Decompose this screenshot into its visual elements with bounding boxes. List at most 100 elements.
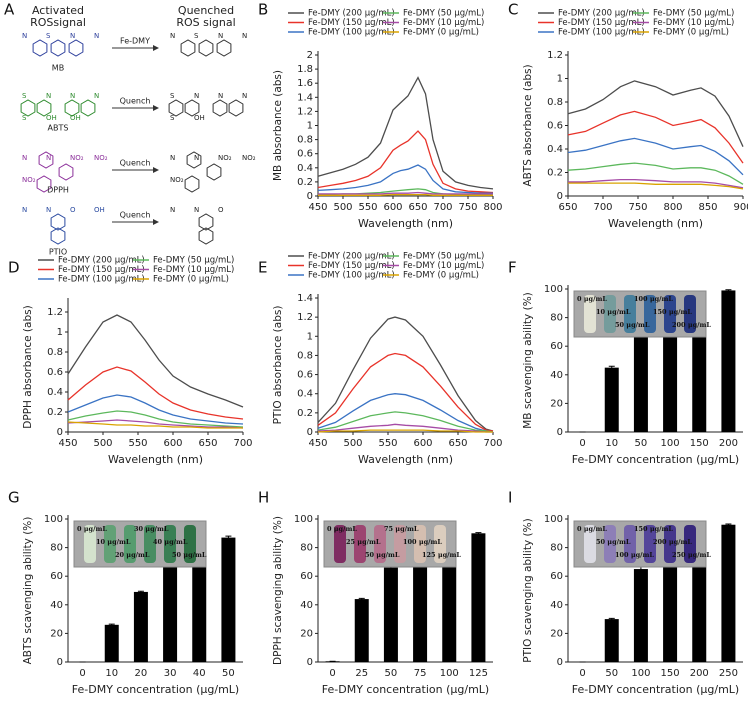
- x-axis-label: Fe-DMY concentration (μg/mL): [322, 683, 489, 696]
- atom-label: N: [170, 154, 175, 162]
- tube: [584, 525, 596, 563]
- x-tick-label: 700: [433, 202, 452, 213]
- atom-label: NO₂: [218, 154, 232, 162]
- series-line: [317, 316, 494, 432]
- panel-letter: C: [508, 1, 518, 19]
- error-bar: [608, 617, 615, 620]
- atom-label: NO₂: [94, 154, 108, 162]
- x-tick-label: 550: [358, 202, 377, 213]
- bar: [471, 533, 486, 662]
- inset-label: 0 μg/mL: [77, 525, 107, 533]
- x-tick-label: 30: [164, 668, 177, 679]
- atom-label: N: [170, 32, 175, 40]
- x-tick-label: 700: [593, 202, 612, 213]
- x-tick-label: 450: [308, 438, 327, 449]
- legend-label: Fe-DMY (100 μg/mL): [308, 28, 395, 38]
- x-tick-label: 25: [355, 668, 368, 679]
- x-tick-label: 850: [698, 202, 717, 213]
- y-tick-label: 1: [307, 121, 313, 132]
- ring: [216, 39, 232, 57]
- legend-label: Fe-DMY (200 μg/mL): [558, 9, 645, 19]
- legend-label: Fe-DMY (50 μg/mL): [403, 9, 484, 19]
- header: ROS signal: [176, 16, 235, 29]
- y-tick-label: 0.8: [47, 347, 63, 358]
- series-line: [568, 178, 744, 189]
- series-line: [317, 411, 494, 433]
- ring: [50, 227, 66, 245]
- series-line: [567, 110, 744, 164]
- x-tick-label: 75: [414, 668, 427, 679]
- panel-letter: A: [4, 1, 15, 19]
- series-line: [317, 393, 494, 433]
- inset-label: 50 μg/mL: [365, 551, 400, 559]
- inset-label: 100 μg/mL: [634, 295, 673, 303]
- tube: [684, 295, 696, 333]
- bar: [133, 591, 148, 662]
- y-tick-label: 100: [294, 514, 313, 525]
- x-axis-label: Wavelength (nm): [358, 217, 453, 230]
- x-tick-label: 50: [222, 668, 235, 679]
- legend-label: Fe-DMY (0 μg/mL): [153, 275, 229, 285]
- x-tick-label: 650: [198, 438, 217, 449]
- inset-label: 50 μg/mL: [615, 321, 650, 329]
- x-tick-label: 750: [458, 202, 477, 213]
- atom-label: NO₂: [70, 154, 84, 162]
- tube: [684, 525, 696, 563]
- y-tick-label: 60: [550, 571, 563, 582]
- ring: [206, 163, 222, 181]
- atom-label: N: [194, 154, 199, 162]
- tube: [374, 525, 386, 563]
- inset-label: 0 μg/mL: [577, 525, 607, 533]
- series-line: [67, 419, 244, 429]
- tube: [354, 525, 366, 563]
- ring: [36, 99, 52, 117]
- legend-label: Fe-DMY (100 μg/mL): [558, 28, 645, 38]
- series-line: [67, 366, 244, 420]
- series-line: [317, 76, 494, 190]
- tube: [394, 525, 406, 563]
- atom-label: S: [170, 92, 175, 100]
- tube: [644, 295, 656, 333]
- bar: [604, 367, 619, 432]
- y-tick-label: 1.4: [297, 92, 313, 103]
- y-axis-label: MB absorbance (abs): [272, 70, 284, 181]
- y-tick-label: 1: [57, 327, 63, 338]
- atom-label: S: [46, 32, 51, 40]
- y-tick-label: 0.8: [547, 97, 563, 108]
- atom-label: NO₂: [22, 176, 36, 184]
- y-tick-label: 60: [50, 571, 63, 582]
- y-tick-label: 0: [307, 657, 313, 668]
- ring: [198, 39, 214, 57]
- error-bar: [725, 523, 732, 526]
- atom-label: N: [22, 32, 27, 40]
- atom-label: N: [242, 92, 247, 100]
- y-tick-label: 0: [57, 657, 63, 668]
- ring: [168, 99, 184, 117]
- axes: [317, 294, 493, 433]
- y-axis-label: ABTS scavenging ability (%): [22, 517, 34, 665]
- axes: [567, 51, 743, 197]
- error-bar: [475, 532, 482, 535]
- inset-label: 150 μg/mL: [634, 525, 673, 533]
- legend-label: Fe-DMY (50 μg/mL): [153, 256, 234, 266]
- atom-label: N: [70, 92, 75, 100]
- bar: [354, 599, 369, 662]
- atom-label: S: [194, 32, 199, 40]
- x-tick-label: 40: [193, 668, 206, 679]
- ring: [212, 99, 228, 117]
- legend-label: Fe-DMY (0 μg/mL): [403, 271, 479, 281]
- x-tick-label: 550: [128, 438, 147, 449]
- x-tick-label: 600: [163, 438, 182, 449]
- bar: [192, 540, 207, 662]
- legend-label: Fe-DMY (50 μg/mL): [653, 9, 734, 19]
- legend-label: Fe-DMY (10 μg/mL): [403, 261, 484, 271]
- bar: [442, 537, 457, 662]
- atom-label: N: [218, 32, 223, 40]
- x-tick-label: 550: [378, 438, 397, 449]
- probe-name: PTIO: [49, 248, 67, 257]
- atom-label: N: [170, 206, 175, 214]
- legend-label: Fe-DMY (0 μg/mL): [653, 28, 729, 38]
- atom-label: NO₂: [170, 176, 184, 184]
- y-tick-label: 1.2: [297, 312, 313, 323]
